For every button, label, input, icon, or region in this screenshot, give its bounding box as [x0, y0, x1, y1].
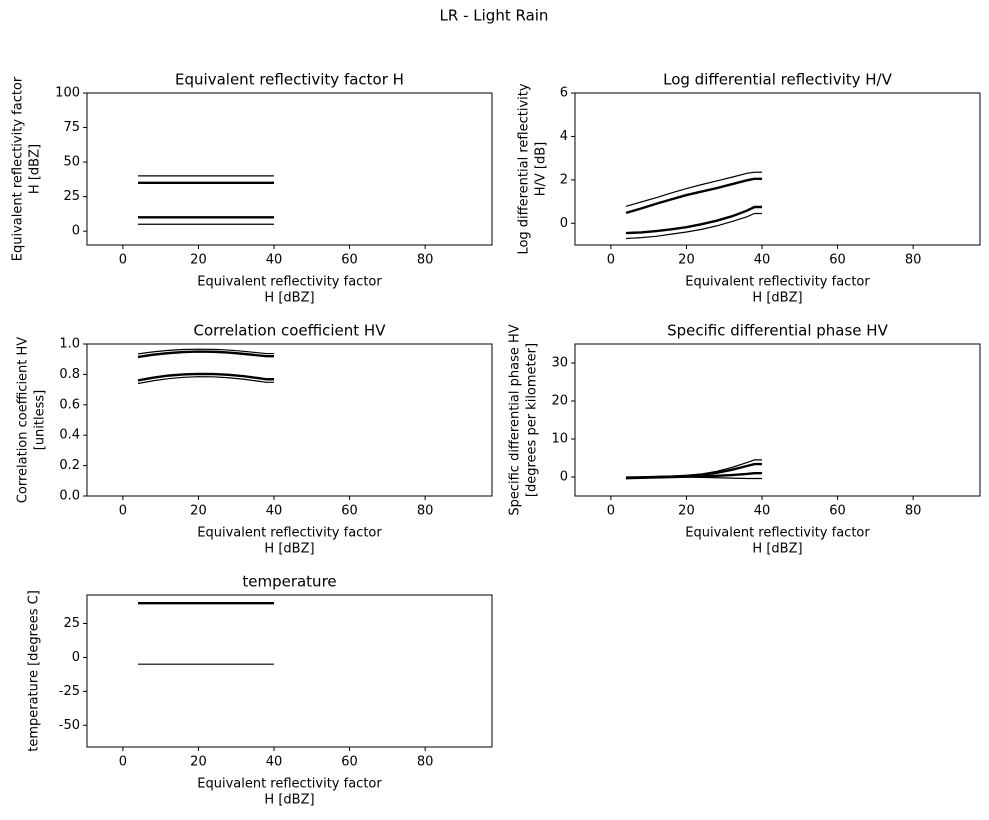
- series-line: [137, 372, 275, 382]
- y-tick-label: 0.6: [59, 397, 80, 412]
- y-tick-label: 0.8: [59, 367, 80, 382]
- y-tick-label: 10: [551, 432, 568, 447]
- x-tick-label: 40: [754, 504, 771, 519]
- y-tick-label: 0: [72, 224, 80, 239]
- y-tick-label: 50: [63, 155, 80, 170]
- series-line: [625, 212, 763, 240]
- x-tick-label: 80: [417, 253, 434, 268]
- plot-frame: [574, 92, 981, 246]
- x-tick-label: 60: [341, 755, 358, 770]
- x-axis-label: H [dBZ]: [264, 793, 314, 808]
- series-line: [625, 205, 763, 235]
- series-line: [137, 348, 275, 355]
- plot-frame: [86, 594, 493, 748]
- x-tick-label: 40: [266, 755, 283, 770]
- series-line: [625, 476, 763, 480]
- y-axis-label: Specific differential phase HV: [508, 324, 523, 515]
- x-tick-label: 20: [678, 253, 695, 268]
- y-axis-label: temperature [degrees C]: [27, 590, 42, 752]
- x-tick-label: 60: [341, 504, 358, 519]
- x-tick-label: 0: [119, 253, 127, 268]
- y-tick-label: 75: [63, 120, 80, 135]
- y-tick-label: 2: [560, 172, 568, 187]
- series-line: [137, 376, 275, 385]
- y-tick-label: 25: [63, 189, 80, 204]
- plot-frame: [86, 343, 493, 497]
- y-axis-label: [unitless]: [33, 390, 48, 451]
- x-axis-label: Equivalent reflectivity factor: [685, 275, 870, 290]
- y-axis-label: H/V [dB]: [534, 142, 549, 197]
- subplot-title: Log differential reflectivity H/V: [663, 71, 893, 89]
- x-tick-label: 20: [190, 755, 207, 770]
- y-tick-label: 30: [551, 356, 568, 371]
- y-tick-label: 6: [560, 86, 568, 101]
- x-tick-label: 40: [754, 253, 771, 268]
- y-axis-label: Equivalent reflectivity factor: [11, 76, 26, 261]
- y-tick-label: 25: [63, 616, 80, 631]
- y-tick-label: 0.0: [59, 489, 80, 504]
- x-axis-label: Equivalent reflectivity factor: [197, 777, 382, 792]
- plot-frame: [574, 343, 981, 497]
- y-tick-label: 0: [560, 470, 568, 485]
- subplot-title: temperature: [242, 573, 336, 591]
- x-tick-label: 80: [905, 253, 922, 268]
- subplot-title: Correlation coefficient HV: [194, 322, 387, 340]
- x-axis-label: Equivalent reflectivity factor: [685, 526, 870, 541]
- y-tick-label: 1.0: [59, 337, 80, 352]
- x-tick-label: 20: [678, 504, 695, 519]
- x-tick-label: 20: [190, 253, 207, 268]
- x-tick-label: 60: [829, 504, 846, 519]
- y-tick-label: 0: [72, 650, 80, 665]
- x-tick-label: 40: [266, 504, 283, 519]
- x-axis-label: H [dBZ]: [264, 542, 314, 557]
- x-axis-label: Equivalent reflectivity factor: [197, 526, 382, 541]
- x-axis-label: Equivalent reflectivity factor: [197, 275, 382, 290]
- y-axis-label: [degrees per kilometer]: [525, 343, 540, 497]
- subplot-title: Equivalent reflectivity factor H: [175, 71, 404, 89]
- y-tick-label: 0.2: [59, 458, 80, 473]
- x-tick-label: 0: [607, 504, 615, 519]
- x-tick-label: 80: [905, 504, 922, 519]
- x-tick-label: 20: [190, 504, 207, 519]
- x-tick-label: 60: [341, 253, 358, 268]
- x-tick-label: 0: [607, 253, 615, 268]
- y-axis-label: Log differential reflectivity: [517, 83, 532, 254]
- y-tick-label: 100: [55, 86, 80, 101]
- y-tick-label: 20: [551, 394, 568, 409]
- x-tick-label: 80: [417, 504, 434, 519]
- series-line: [625, 177, 763, 215]
- subplot-title: Specific differential phase HV: [667, 322, 888, 340]
- series-line: [137, 350, 275, 359]
- y-tick-label: -50: [59, 718, 80, 733]
- x-tick-label: 80: [417, 755, 434, 770]
- x-axis-label: H [dBZ]: [752, 291, 802, 306]
- y-tick-label: 4: [560, 129, 568, 144]
- x-tick-label: 40: [266, 253, 283, 268]
- x-tick-label: 0: [119, 755, 127, 770]
- y-axis-label: H [dBZ]: [28, 144, 43, 194]
- y-tick-label: 0: [560, 216, 568, 231]
- x-tick-label: 0: [119, 504, 127, 519]
- plot-frame: [86, 92, 493, 246]
- y-tick-label: 0.4: [59, 428, 80, 443]
- figure-title: LR - Light Rain: [440, 7, 549, 25]
- x-tick-label: 60: [829, 253, 846, 268]
- x-axis-label: H [dBZ]: [264, 291, 314, 306]
- y-tick-label: -25: [59, 684, 80, 699]
- series-line: [625, 171, 763, 207]
- x-axis-label: H [dBZ]: [752, 542, 802, 557]
- y-axis-label: Correlation coefficient HV: [16, 337, 31, 503]
